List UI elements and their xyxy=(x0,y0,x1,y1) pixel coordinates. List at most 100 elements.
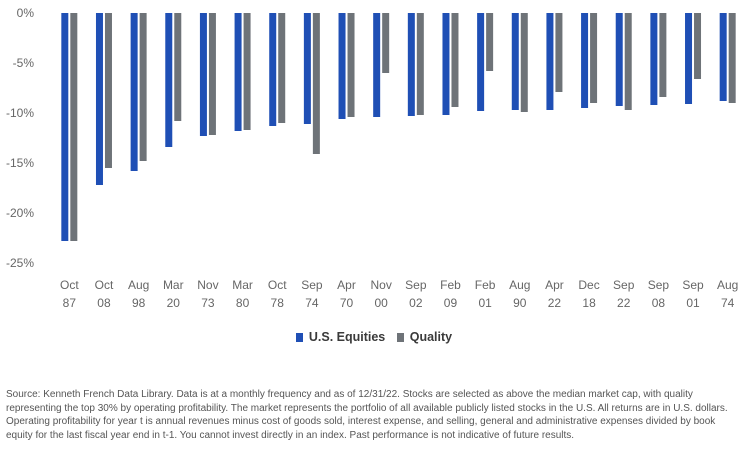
x-tick-label: Nov 00 xyxy=(371,278,392,310)
x-tick-label: Sep 08 xyxy=(648,278,670,310)
x-tick-year: 80 xyxy=(236,296,250,310)
x-tick-label: Sep 02 xyxy=(405,278,427,310)
bar-us-equities-sep-01 xyxy=(685,13,693,104)
bar-us-equities-aug-90 xyxy=(511,13,519,110)
bar-us-equities-apr-70 xyxy=(338,13,346,119)
bar-us-equities-sep-08 xyxy=(650,13,658,105)
x-tick-year: 20 xyxy=(167,296,181,310)
x-tick-year: 18 xyxy=(582,296,596,310)
bar-quality-apr-22 xyxy=(555,13,563,92)
bars xyxy=(61,13,736,241)
bar-us-equities-oct-08 xyxy=(95,13,103,185)
bar-quality-oct-78 xyxy=(278,13,286,123)
x-tick-year: 22 xyxy=(617,296,631,310)
y-tick-label: 0% xyxy=(17,6,35,20)
x-tick-year: 90 xyxy=(513,296,527,310)
bar-quality-apr-70 xyxy=(347,13,355,117)
x-tick-year: 87 xyxy=(63,296,77,310)
x-tick-year: 98 xyxy=(132,296,146,310)
x-tick-month: Nov xyxy=(371,278,392,292)
x-tick-month: Aug xyxy=(128,278,149,292)
bar-us-equities-aug-98 xyxy=(130,13,138,171)
x-tick-year: 70 xyxy=(340,296,354,310)
y-tick-label: -15% xyxy=(6,156,34,170)
x-tick-month: Sep xyxy=(301,278,323,292)
x-tick-label: Aug 74 xyxy=(717,278,738,310)
bar-quality-feb-09 xyxy=(451,13,459,107)
bar-us-equities-apr-22 xyxy=(546,13,554,110)
x-tick-month: Mar xyxy=(163,278,184,292)
x-tick-label: Apr 70 xyxy=(337,278,356,310)
bar-chart: 0% -5% -10% -15% -20% -25% Oct 87 Oct 08 Aug 98 Mar… xyxy=(6,6,738,310)
bar-quality-feb-01 xyxy=(486,13,494,71)
bar-quality-oct-08 xyxy=(104,13,112,168)
bar-quality-sep-22 xyxy=(624,13,632,110)
bar-us-equities-nov-73 xyxy=(199,13,207,136)
x-tick-year: 73 xyxy=(201,296,215,310)
x-tick-label: Sep 74 xyxy=(301,278,323,310)
x-tick-year: 00 xyxy=(374,296,388,310)
x-tick-label: Oct 87 xyxy=(60,278,79,310)
bar-quality-nov-73 xyxy=(208,13,216,135)
source-note: Source: Kenneth French Data Library. Dat… xyxy=(6,389,728,441)
x-tick-label: Aug 90 xyxy=(509,278,530,310)
x-tick-month: Sep xyxy=(682,278,704,292)
bar-us-equities-feb-09 xyxy=(442,13,450,115)
x-tick-label: Oct 08 xyxy=(95,278,114,310)
x-tick-month: Feb xyxy=(440,278,461,292)
bar-quality-aug-90 xyxy=(520,13,528,112)
x-tick-month: Apr xyxy=(545,278,564,292)
bar-us-equities-sep-02 xyxy=(407,13,415,116)
x-tick-month: Aug xyxy=(717,278,738,292)
y-tick-label: -25% xyxy=(6,256,34,270)
bar-quality-sep-01 xyxy=(694,13,702,79)
bar-quality-sep-02 xyxy=(416,13,424,115)
x-tick-label: Dec 18 xyxy=(578,278,599,310)
bar-us-equities-aug-74 xyxy=(719,13,727,101)
bar-us-equities-mar-20 xyxy=(165,13,173,147)
x-tick-month: Oct xyxy=(268,278,287,292)
x-tick-label: Apr 22 xyxy=(545,278,564,310)
x-tick-month: Sep xyxy=(405,278,427,292)
legend-label-us-equities: U.S. Equities xyxy=(308,330,386,344)
bar-us-equities-oct-87 xyxy=(61,13,69,241)
x-tick-label: Mar 20 xyxy=(163,278,184,310)
x-tick-year: 08 xyxy=(652,296,666,310)
x-tick-year: 22 xyxy=(548,296,562,310)
x-tick-month: Dec xyxy=(578,278,599,292)
bar-quality-nov-00 xyxy=(382,13,390,73)
legend-item-quality: Quality xyxy=(396,330,453,344)
x-tick-month: Oct xyxy=(60,278,79,292)
x-tick-label: Nov 73 xyxy=(197,278,218,310)
y-tick-label: -5% xyxy=(13,56,35,70)
x-tick-label: Sep 01 xyxy=(682,278,704,310)
x-tick-label: Aug 98 xyxy=(128,278,149,310)
legend-label-quality: Quality xyxy=(409,330,453,344)
x-tick-year: 78 xyxy=(271,296,285,310)
x-tick-month: Apr xyxy=(337,278,356,292)
legend-item-us-equities: U.S. Equities xyxy=(295,330,386,344)
bar-quality-aug-74 xyxy=(728,13,736,103)
x-tick-month: Oct xyxy=(95,278,114,292)
x-tick-year: 74 xyxy=(721,296,735,310)
x-tick-year: 01 xyxy=(478,296,492,310)
x-axis: Oct 87 Oct 08 Aug 98 Mar 20 Nov 73 Mar 80 Oct 78 Sep 74… xyxy=(60,278,738,310)
bar-quality-mar-80 xyxy=(243,13,251,130)
x-tick-label: Sep 22 xyxy=(613,278,635,310)
x-tick-year: 09 xyxy=(444,296,458,310)
x-tick-month: Feb xyxy=(475,278,496,292)
x-tick-year: 02 xyxy=(409,296,423,310)
bar-us-equities-mar-80 xyxy=(234,13,242,131)
x-tick-year: 01 xyxy=(686,296,700,310)
bar-quality-mar-20 xyxy=(174,13,182,121)
y-axis: 0% -5% -10% -15% -20% -25% xyxy=(6,6,34,270)
bar-us-equities-oct-78 xyxy=(269,13,277,126)
x-tick-year: 74 xyxy=(305,296,319,310)
x-tick-month: Sep xyxy=(613,278,635,292)
x-tick-month: Nov xyxy=(197,278,218,292)
bar-us-equities-nov-00 xyxy=(373,13,381,117)
x-tick-year: 08 xyxy=(97,296,111,310)
legend-swatch-quality xyxy=(396,332,404,342)
x-tick-month: Mar xyxy=(232,278,253,292)
x-tick-month: Aug xyxy=(509,278,530,292)
